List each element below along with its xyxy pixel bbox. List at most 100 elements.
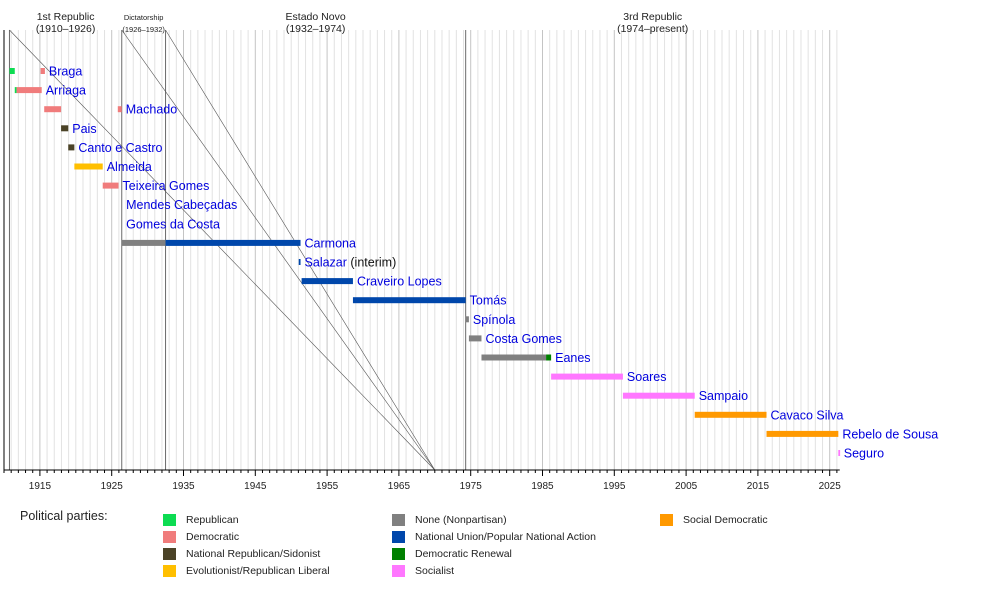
president-row: Gomes da Costa bbox=[126, 217, 220, 231]
president-row: Craveiro Lopes bbox=[301, 275, 442, 289]
president-name: Costa Gomes bbox=[485, 332, 561, 346]
legend-label: Democratic bbox=[186, 530, 240, 543]
president-row: Canto e Castro bbox=[68, 141, 162, 155]
x-tick-label: 2025 bbox=[819, 481, 842, 492]
x-tick-label: 1955 bbox=[316, 481, 339, 492]
legend-swatch bbox=[392, 513, 405, 526]
legend-item-national-union: National Union/Popular National Action bbox=[392, 530, 596, 543]
legend-item-none: None (Nonpartisan) bbox=[392, 513, 507, 526]
term-bar-national-union bbox=[165, 239, 301, 246]
legend-item-evolutionist: Evolutionist/Republican Liberal bbox=[163, 564, 330, 577]
era-name-label: Dictatorship bbox=[124, 13, 164, 22]
president-name: Machado bbox=[126, 103, 177, 117]
president-label: Costa Gomes bbox=[485, 332, 561, 346]
term-bar-democratic bbox=[40, 68, 45, 74]
legend-label: None (Nonpartisan) bbox=[415, 513, 507, 526]
legend-swatch bbox=[392, 564, 405, 577]
term-bar-none bbox=[468, 335, 482, 342]
president-label: Gomes da Costa bbox=[126, 217, 220, 231]
term-bar-none bbox=[121, 239, 166, 246]
x-tick-label: 2005 bbox=[675, 481, 698, 492]
legend-swatch bbox=[163, 564, 176, 577]
president-label: Cavaco Silva bbox=[771, 408, 844, 422]
president-name: Salazar bbox=[305, 256, 347, 270]
legend-item-republican: Republican bbox=[163, 513, 239, 526]
president-label: Salazar (interim) bbox=[305, 256, 397, 270]
term-bar-evolutionist bbox=[74, 163, 103, 170]
term-bar-social-democratic bbox=[694, 411, 767, 418]
president-name: Sampaio bbox=[699, 389, 748, 403]
president-name: Soares bbox=[627, 370, 667, 384]
president-row: Pais bbox=[61, 122, 97, 136]
x-tick-label: 1945 bbox=[244, 481, 267, 492]
term-bar-national-union bbox=[298, 259, 301, 265]
president-row: Sampaio bbox=[622, 389, 748, 403]
era-period-label: (1910–1926) bbox=[36, 23, 96, 35]
legend-item-social-democratic: Social Democratic bbox=[660, 513, 768, 526]
president-label: Tomás bbox=[470, 294, 507, 308]
term-bar-democratic bbox=[16, 87, 42, 94]
president-label: Mendes Cabeçadas bbox=[126, 198, 237, 212]
legend-label: Socialist bbox=[415, 564, 455, 577]
legend-item-sidonist: National Republican/Sidonist bbox=[163, 547, 320, 560]
legend-item-democratic: Democratic bbox=[163, 530, 239, 543]
x-tick-label: 1935 bbox=[172, 481, 195, 492]
president-name: Teixeira Gomes bbox=[123, 179, 210, 193]
term-bar-democratic bbox=[102, 182, 119, 189]
term-bar-democratic bbox=[44, 106, 62, 113]
era-period-label: (1932–1974) bbox=[286, 23, 346, 35]
president-label: Machado bbox=[126, 103, 177, 117]
president-name: Craveiro Lopes bbox=[357, 275, 442, 289]
legend-item-socialist: Socialist bbox=[392, 564, 454, 577]
president-name: Rebelo de Sousa bbox=[842, 427, 938, 441]
legend-swatch bbox=[163, 547, 176, 560]
president-name: Spínola bbox=[473, 313, 515, 327]
legend-swatch bbox=[163, 513, 176, 526]
president-row: Soares bbox=[551, 370, 667, 384]
president-name: Canto e Castro bbox=[78, 141, 162, 155]
term-bar-socialist bbox=[622, 392, 695, 399]
president-row: Spínola bbox=[465, 313, 515, 327]
term-bar-socialist bbox=[551, 373, 623, 380]
term-bar-national-union bbox=[301, 278, 353, 285]
president-label: Eanes bbox=[555, 351, 590, 365]
president-label: Spínola bbox=[473, 313, 515, 327]
gridlines bbox=[10, 30, 838, 470]
president-row: Mendes Cabeçadas bbox=[126, 198, 237, 212]
president-row: Arriaga bbox=[14, 84, 86, 98]
president-label: Seguro bbox=[844, 447, 884, 461]
x-tick-label: 1985 bbox=[531, 481, 554, 492]
term-bar-democratic-renewal bbox=[546, 354, 552, 361]
president-name: Eanes bbox=[555, 351, 590, 365]
president-row: Almeida bbox=[74, 160, 152, 174]
x-tick-label: 1925 bbox=[101, 481, 124, 492]
president-name: Mendes Cabeçadas bbox=[126, 198, 237, 212]
x-tick-label: 1975 bbox=[460, 481, 483, 492]
president-label: Craveiro Lopes bbox=[357, 275, 442, 289]
president-label: Braga bbox=[49, 65, 82, 79]
president-label: Carmona bbox=[305, 236, 356, 250]
term-bar-democratic bbox=[117, 106, 122, 113]
president-label: Teixeira Gomes bbox=[123, 179, 210, 193]
president-row: Seguro bbox=[838, 447, 884, 461]
president-name: Arriaga bbox=[46, 84, 86, 98]
legend-item-democratic-renewal: Democratic Renewal bbox=[392, 547, 512, 560]
president-label: Almeida bbox=[107, 160, 152, 174]
legend-swatch bbox=[392, 547, 405, 560]
president-name: Gomes da Costa bbox=[126, 217, 220, 231]
president-name: Braga bbox=[49, 65, 82, 79]
president-row: Tomás bbox=[352, 294, 507, 308]
president-name: Almeida bbox=[107, 160, 152, 174]
era-period-label: (1974–present) bbox=[617, 23, 688, 35]
term-bar-none bbox=[481, 354, 547, 361]
term-bar-sidonist bbox=[61, 125, 69, 132]
president-row: Teixeira Gomes bbox=[102, 179, 210, 193]
president-row: Braga bbox=[9, 65, 82, 79]
term-bar-none bbox=[465, 316, 469, 323]
term-bar-national-union bbox=[352, 297, 466, 304]
president-row: Machado bbox=[44, 103, 177, 117]
legend-swatch bbox=[163, 530, 176, 543]
president-row: Costa Gomes bbox=[468, 332, 562, 346]
x-tick-label: 1995 bbox=[603, 481, 626, 492]
